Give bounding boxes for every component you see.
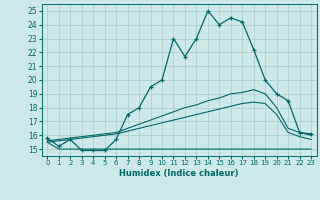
X-axis label: Humidex (Indice chaleur): Humidex (Indice chaleur)	[119, 169, 239, 178]
